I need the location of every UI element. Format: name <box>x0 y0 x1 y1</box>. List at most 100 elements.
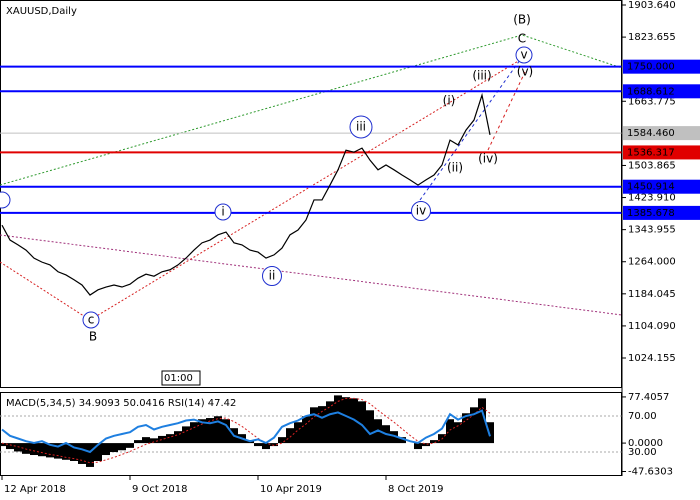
level-box <box>623 126 700 141</box>
rsi-line <box>1 409 491 454</box>
macd-bar <box>38 443 46 457</box>
y-tick-label: 1104.090 <box>628 321 676 332</box>
level-box <box>623 205 700 220</box>
macd-bar <box>414 443 422 450</box>
y-tick-label: 1264.000 <box>628 257 676 268</box>
y-tick-label: 1503.865 <box>628 160 676 171</box>
wave-label: i <box>221 205 224 219</box>
level-box <box>623 179 700 194</box>
y-tick-label: 0.0000 <box>628 438 663 449</box>
macd-bar <box>334 395 342 444</box>
wave-label: (i) <box>443 94 456 108</box>
wave-label: C <box>518 32 526 46</box>
macd-bar <box>22 443 30 454</box>
wave-circle <box>82 311 100 329</box>
wave-label: (B) <box>513 13 531 27</box>
wave-label: (v) <box>517 65 533 79</box>
y-tick-label: 1903.640 <box>628 0 676 11</box>
wave-label: ii <box>269 269 276 283</box>
wave-label: (ii) <box>447 161 463 175</box>
level-label: 1385.678 <box>627 208 675 219</box>
macd-bar <box>486 422 494 444</box>
y-tick-label: 1423.910 <box>628 193 676 204</box>
macd-bar <box>214 416 222 444</box>
level-label: 1750.000 <box>627 62 675 73</box>
level-label: 1688.612 <box>627 86 675 97</box>
macd-bar <box>110 443 118 453</box>
macd-bar <box>150 438 158 444</box>
level-label: 1536.317 <box>627 147 675 158</box>
macd-bar <box>198 419 206 444</box>
macd-bar <box>182 426 190 444</box>
macd-bar <box>158 435 166 444</box>
wave-label: v <box>520 48 527 62</box>
wave-label: (iv) <box>478 152 498 166</box>
macd-bar <box>14 443 22 452</box>
y-tick-label: 1823.655 <box>628 32 676 43</box>
macd-bar <box>470 407 478 444</box>
x-tick-label: 9 Oct 2018 <box>132 484 187 495</box>
y2-tick-label: 30.00 <box>628 447 657 458</box>
macd-bar <box>302 416 310 444</box>
macd-bar <box>46 443 54 458</box>
macd-bar <box>174 431 182 444</box>
macd-bar <box>254 443 262 447</box>
wave-label: B <box>89 330 97 344</box>
level-label: 1584.460 <box>627 128 675 139</box>
macd-bar <box>94 443 102 461</box>
y2-tick-label: 70.00 <box>628 411 657 422</box>
macd-bar <box>6 443 14 450</box>
wave-line <box>487 71 526 151</box>
level-box <box>623 59 700 74</box>
macd-bar <box>166 434 174 444</box>
macd-bar <box>0 443 6 447</box>
y-tick-label: 1184.045 <box>628 289 676 300</box>
wave-circle <box>262 266 282 286</box>
wave-circle <box>214 203 232 221</box>
wave-labels: (B) C v (v) (iii) (i) iii (ii) (iv) i ii… <box>82 13 533 344</box>
macd-bar <box>342 397 350 444</box>
y-tick-label: 1024.155 <box>628 353 676 364</box>
macd-bar <box>30 443 38 456</box>
macd-bar <box>126 443 134 448</box>
macd-bar <box>358 401 366 444</box>
macd-bar <box>286 428 294 444</box>
chart-title: XAUUSD,Daily <box>6 6 77 17</box>
macd-bar <box>86 443 94 467</box>
macd-title: MACD(5,34,5) 34.9093 50.0416 RSI(14) 47.… <box>6 398 236 409</box>
macd-bar <box>326 401 334 444</box>
macd-bar <box>118 443 126 451</box>
macd-bar <box>318 406 326 444</box>
level-box <box>623 145 700 160</box>
macd-bar <box>190 422 198 444</box>
macd-bar <box>102 443 110 456</box>
macd-bar <box>222 419 230 444</box>
signal-line <box>1 397 491 464</box>
macd-bar <box>446 419 454 444</box>
macd-bar <box>78 443 86 464</box>
x-tick-label: 10 Apr 2019 <box>260 484 322 495</box>
macd-bar <box>134 440 142 444</box>
macd-bar <box>70 443 78 461</box>
macd-bar <box>278 437 286 444</box>
macd-bar <box>62 443 70 460</box>
macd-bar <box>142 437 150 444</box>
x-tick-label: 8 Oct 2019 <box>388 484 443 495</box>
macd-bar <box>430 440 438 444</box>
y-tick-label: 1663.775 <box>628 96 676 107</box>
x-tick-label: 12 Apr 2018 <box>4 484 66 495</box>
time-box <box>161 370 201 386</box>
channel-line <box>0 234 623 316</box>
wave-circle <box>411 201 431 221</box>
wave-circle <box>515 46 533 64</box>
price-line <box>1 92 491 296</box>
macd-bar <box>262 443 270 450</box>
level-box <box>623 84 700 99</box>
wave-line <box>419 59 521 201</box>
y-tick-label: 77.4057 <box>628 392 669 403</box>
macd-bar <box>462 413 470 444</box>
macd-bar <box>294 422 302 444</box>
wave-label: c <box>88 313 95 327</box>
macd-bar <box>390 431 398 444</box>
